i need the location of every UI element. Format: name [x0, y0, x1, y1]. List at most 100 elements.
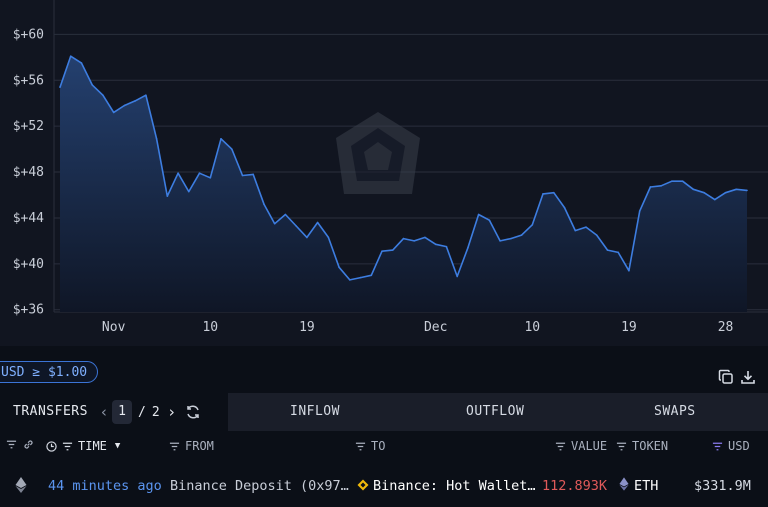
- data-point: [220, 137, 222, 140]
- arkham-logo-watermark: [336, 112, 420, 194]
- from-address[interactable]: Binance Deposit (0x97…: [170, 478, 349, 494]
- data-point: [359, 276, 362, 279]
- price-chart-svg: $+60 $+56 $+52 $+48 $+44 $+40 $+36 Nov 10 19 Dec 10…: [13, 0, 768, 335]
- data-point: [606, 249, 609, 251]
- data-point: [370, 274, 373, 277]
- data-point: [381, 250, 383, 253]
- usd-filter-icon[interactable]: [712, 441, 723, 452]
- x-tick-label: 10: [524, 320, 540, 335]
- next-page-icon[interactable]: ›: [167, 403, 177, 421]
- token-filter-icon[interactable]: [616, 441, 627, 452]
- copy-icon: [718, 369, 733, 384]
- y-tick-label: $+40: [13, 257, 44, 272]
- clock-icon: [46, 440, 57, 452]
- y-tick-label: $+56: [13, 73, 44, 88]
- ethereum-icon: [15, 477, 27, 497]
- data-point: [434, 243, 437, 246]
- table-header: TIME ▼ FROM TO VALUE TOKEN USD: [0, 435, 768, 457]
- data-point: [102, 94, 104, 97]
- data-point: [703, 191, 705, 194]
- refresh-button[interactable]: [185, 404, 201, 420]
- data-point: [499, 240, 501, 242]
- usd-filter-pill[interactable]: USD ≥ $1.00: [0, 361, 99, 383]
- data-point: [166, 195, 169, 197]
- data-point: [230, 148, 233, 150]
- chain-filter-icon[interactable]: [6, 439, 17, 450]
- link-icon[interactable]: [23, 439, 34, 450]
- y-tick-label: $+48: [13, 165, 44, 180]
- sort-desc-icon[interactable]: ▼: [114, 441, 121, 451]
- to-filter-icon[interactable]: [355, 441, 366, 452]
- data-point: [263, 203, 265, 205]
- data-point: [542, 193, 544, 195]
- tab-transfers[interactable]: TRANSFERS: [13, 404, 88, 419]
- data-point: [134, 100, 136, 102]
- data-point: [177, 172, 179, 175]
- data-point: [713, 198, 716, 201]
- transfer-time-link[interactable]: 44 minutes ago: [48, 478, 162, 494]
- data-point: [123, 104, 126, 107]
- prev-page-icon[interactable]: ‹: [99, 403, 109, 421]
- data-point: [585, 226, 587, 228]
- from-header-label: FROM: [185, 439, 214, 453]
- data-point: [477, 213, 480, 216]
- data-point: [349, 279, 351, 281]
- table-row[interactable]: 44 minutes ago Binance Deposit (0x97… Bi…: [0, 472, 768, 498]
- transfers-tabbar: TRANSFERS ‹ 1 / 2 › INFLOW OUTFLOW SWAPS: [0, 393, 768, 431]
- time-filter-icon[interactable]: [62, 441, 73, 452]
- usd-column-header[interactable]: USD: [712, 439, 750, 453]
- data-point: [252, 173, 255, 176]
- x-tick-label: 19: [621, 320, 637, 335]
- to-entity[interactable]: Binance: Hot Wallet…: [373, 478, 536, 494]
- time-header-label: TIME: [78, 439, 107, 453]
- data-point: [724, 191, 727, 194]
- value-filter-icon[interactable]: [555, 441, 566, 452]
- data-point: [59, 86, 61, 88]
- data-point: [692, 188, 695, 191]
- data-point: [531, 224, 534, 226]
- usd-header-label: USD: [728, 439, 750, 453]
- data-point: [402, 237, 405, 240]
- data-point: [649, 186, 652, 188]
- data-point: [735, 188, 738, 191]
- area-fill: [60, 56, 747, 313]
- token-header-label: TOKEN: [632, 439, 669, 453]
- data-point: [91, 84, 94, 86]
- transfer-value: 112.893K: [542, 478, 608, 494]
- tab-inflow[interactable]: INFLOW: [290, 404, 340, 419]
- y-tick-label: $+60: [13, 27, 44, 42]
- y-tick-label: $+44: [13, 211, 44, 226]
- data-point: [671, 180, 673, 183]
- data-point: [327, 236, 330, 239]
- data-point: [424, 236, 426, 239]
- data-point: [295, 225, 297, 227]
- data-point: [145, 94, 147, 97]
- value-column-header[interactable]: VALUE: [555, 439, 607, 453]
- data-point: [284, 213, 287, 216]
- flow-tabs: INFLOW OUTFLOW SWAPS: [228, 393, 768, 431]
- tab-outflow[interactable]: OUTFLOW: [466, 404, 525, 419]
- from-filter-icon[interactable]: [169, 441, 180, 452]
- x-tick-label: 28: [718, 320, 734, 335]
- transfers-tab-container: TRANSFERS ‹ 1 / 2 ›: [0, 393, 228, 431]
- x-tick-label: 19: [299, 320, 315, 335]
- usd-amount: $331.9M: [694, 478, 751, 494]
- download-button[interactable]: [740, 369, 758, 387]
- price-chart: $+60 $+56 $+52 $+48 $+44 $+40 $+36 Nov 10 19 Dec 10…: [12, 0, 768, 335]
- data-point: [638, 210, 641, 212]
- x-tick-label: Dec: [424, 320, 447, 335]
- data-point: [595, 234, 598, 236]
- binance-icon: [357, 479, 369, 495]
- data-point: [413, 240, 416, 242]
- data-point: [510, 237, 512, 240]
- from-column-header[interactable]: FROM: [169, 439, 214, 453]
- to-column-header[interactable]: TO: [355, 439, 385, 453]
- tab-swaps[interactable]: SWAPS: [654, 404, 696, 419]
- data-point: [520, 234, 523, 236]
- token-symbol[interactable]: ETH: [634, 478, 659, 494]
- current-page: 1: [112, 400, 132, 424]
- data-point: [198, 172, 201, 175]
- token-column-header[interactable]: TOKEN: [616, 439, 668, 453]
- copy-button[interactable]: [718, 369, 736, 387]
- time-column-header[interactable]: TIME ▼: [46, 439, 120, 453]
